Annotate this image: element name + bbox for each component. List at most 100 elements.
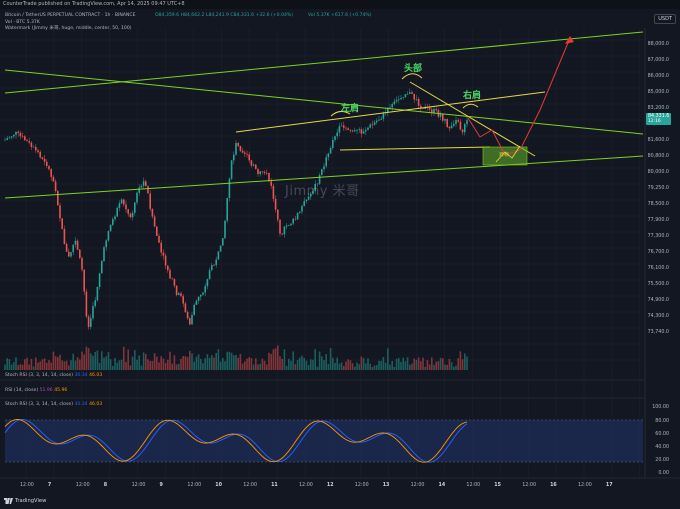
candle-body (318, 175, 321, 184)
volume-bar (327, 364, 330, 370)
candle-body (336, 132, 338, 137)
head-arc (401, 73, 423, 80)
candle-body (283, 226, 286, 235)
time-axis-label: 12:00 (243, 483, 258, 488)
candle-body (466, 120, 468, 125)
candle-body (43, 158, 46, 162)
volume-bar (109, 359, 112, 370)
volume-bar (145, 353, 147, 370)
volume-bar (28, 364, 30, 370)
candle-body (301, 206, 303, 212)
candle-body (96, 286, 99, 301)
volume-bar (356, 362, 358, 370)
candle-body (127, 209, 129, 214)
candle-body (158, 235, 160, 243)
volume-bar (206, 354, 209, 370)
candle-body (13, 134, 15, 137)
candle-body (351, 130, 354, 132)
time-axis-label: 12:00 (466, 483, 481, 488)
volume-bar (257, 364, 259, 370)
candle-body (178, 293, 180, 295)
candle-body (257, 168, 259, 175)
stoch-axis-label: 100.00 (652, 405, 669, 410)
candle-body (360, 129, 363, 134)
volume-bar (272, 349, 275, 370)
candle-body (138, 187, 140, 193)
candle-body (448, 126, 451, 129)
volume-bar (65, 360, 68, 370)
volume-bar (140, 365, 143, 370)
volume-bar (281, 359, 283, 370)
candle-body (41, 157, 44, 159)
volume-bar (360, 356, 363, 370)
candle-body (114, 216, 116, 220)
candle-body (398, 99, 400, 100)
channel-upper-line (4, 31, 644, 94)
volume-bar (305, 360, 308, 370)
volume-bar (435, 361, 437, 370)
volume-bar (96, 350, 99, 370)
symbol-line[interactable]: Bitcoin / TetherUS PERPETUAL CONTRACT · … (5, 13, 136, 18)
volume-bar (351, 363, 354, 370)
volume-bar (404, 361, 407, 370)
volume-bar (52, 351, 55, 370)
descending-trendline (4, 69, 644, 135)
volume-bar (270, 354, 272, 370)
candle-body (81, 257, 83, 270)
candle-body (76, 240, 79, 250)
candle-body (457, 120, 459, 122)
price-axis-label: 78,500.0 (647, 202, 669, 207)
candle-body (169, 270, 171, 279)
candle-body (26, 140, 28, 142)
tradingview-logo[interactable]: TradingView (4, 498, 46, 504)
volume-bar (116, 362, 118, 370)
candle-body (259, 171, 261, 175)
candle-body (222, 238, 224, 246)
candle-body (21, 136, 24, 137)
price-axis-label: 81,600.0 (647, 138, 669, 143)
candle-body (180, 293, 182, 297)
rsi-label[interactable]: RSI (14, close) 51.96 45.96 (5, 388, 68, 393)
candle-body (153, 216, 156, 227)
volume-bar (178, 363, 180, 370)
candle-body (63, 229, 66, 244)
price-axis-label: 74,300.0 (647, 314, 669, 319)
volume-bar (349, 360, 352, 370)
volume-bar (19, 364, 22, 370)
volume-bar (175, 364, 178, 370)
volume-bar (17, 365, 19, 370)
volume-bar (204, 358, 206, 370)
candle-body (235, 143, 237, 155)
right-shoulder-label: 右肩 (463, 91, 482, 101)
stoch-rsi-top-label[interactable]: Stoch RSI (3, 3, 14, 14, close) 30.34 46… (5, 373, 103, 378)
volume-bar (398, 358, 400, 370)
candle-body (52, 176, 55, 182)
volume-bar (411, 363, 413, 370)
candle-body (125, 204, 127, 210)
volume-bar (167, 359, 169, 370)
volume-bar (413, 358, 415, 370)
candle-body (312, 191, 314, 194)
candle-body (70, 252, 72, 257)
candle-body (101, 261, 103, 274)
stoch-rsi-label[interactable]: Stoch RSI (3, 3, 14, 14, close) 30.34 46… (5, 402, 103, 407)
volume-bar (8, 359, 11, 370)
volume-bar (323, 360, 325, 370)
price-axis-label: 77,900.0 (647, 218, 669, 223)
candle-body (85, 291, 88, 317)
candle-body (136, 192, 138, 203)
candle-body (389, 107, 391, 108)
candle-body (239, 145, 242, 151)
candlesticks (4, 88, 468, 330)
currency-button[interactable]: USDT (654, 14, 676, 24)
volume-bar (92, 355, 94, 370)
volume-bar (107, 352, 110, 370)
candle-body (391, 104, 393, 108)
volume-bar (387, 348, 389, 370)
volume-bar (54, 356, 57, 370)
candle-body (79, 249, 81, 258)
candle-body (164, 255, 167, 266)
ohlc-values: O84,359.6 H84,662.2 L84,241.9 C84,331.6 … (155, 13, 294, 18)
volume-bar (424, 366, 426, 370)
